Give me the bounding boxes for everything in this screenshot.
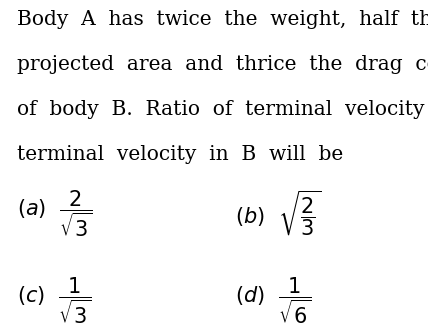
Text: $(b)\ \ \sqrt{\dfrac{2}{3}}$: $(b)\ \ \sqrt{\dfrac{2}{3}}$ [235, 189, 321, 238]
Text: $(c)\ \ \dfrac{1}{\sqrt{3}}$: $(c)\ \ \dfrac{1}{\sqrt{3}}$ [17, 275, 91, 326]
Text: of  body  B.  Ratio  of  terminal  velocity  in  A  to: of body B. Ratio of terminal velocity in… [17, 100, 428, 119]
Text: $(d)\ \ \dfrac{1}{\sqrt{6}}$: $(d)\ \ \dfrac{1}{\sqrt{6}}$ [235, 275, 312, 326]
Text: Body  A  has  twice  the  weight,  half  the: Body A has twice the weight, half the [17, 10, 428, 29]
Text: projected  area  and  thrice  the  drag  coefficient: projected area and thrice the drag coeff… [17, 55, 428, 74]
Text: terminal  velocity  in  B  will  be: terminal velocity in B will be [17, 145, 343, 164]
Text: $(a)\ \ \dfrac{2}{\sqrt{3}}$: $(a)\ \ \dfrac{2}{\sqrt{3}}$ [17, 188, 93, 239]
